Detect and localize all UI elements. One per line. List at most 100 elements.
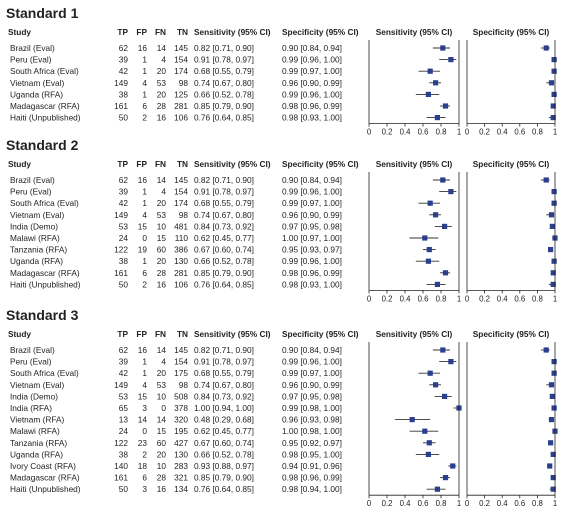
sensitivity-point-marker bbox=[448, 189, 454, 195]
specificity-point-marker bbox=[551, 200, 557, 206]
sensitivity-point-marker bbox=[448, 57, 454, 63]
sensitivity-text: 0.68 [0.55, 0.79] bbox=[194, 66, 254, 76]
study-name: Uganda (RFA) bbox=[10, 256, 63, 266]
tp-value: 149 bbox=[114, 380, 128, 390]
fn-value: 20 bbox=[157, 256, 167, 266]
fp-value: 16 bbox=[138, 345, 148, 355]
specificity-text: 0.98 [0.94, 1.00] bbox=[282, 484, 342, 494]
sensitivity-point-marker bbox=[440, 177, 446, 183]
tp-value: 50 bbox=[119, 484, 129, 494]
specificity-axis-tick-label: 0.4 bbox=[497, 128, 509, 137]
sensitivity-text: 0.74 [0.67, 0.80] bbox=[194, 380, 254, 390]
tn-value: 98 bbox=[179, 78, 189, 88]
specificity-axis-tick-label: 0.4 bbox=[497, 294, 509, 303]
fp-value: 1 bbox=[142, 357, 147, 367]
specificity-point-marker bbox=[551, 405, 557, 411]
tn-value: 145 bbox=[174, 345, 188, 355]
sensitivity-axis-tick-label: 0.2 bbox=[382, 499, 393, 508]
fp-value: 23 bbox=[138, 438, 148, 448]
column-header-specificity: Specificity (95% CI) bbox=[282, 27, 359, 37]
tp-value: 122 bbox=[114, 438, 128, 448]
tp-value: 50 bbox=[119, 279, 129, 289]
specificity-text: 0.98 [0.93, 1.00] bbox=[282, 279, 342, 289]
tn-value: 378 bbox=[174, 403, 188, 413]
specificity-axis-tick-label: 0 bbox=[465, 128, 470, 137]
fn-value: 16 bbox=[157, 113, 167, 123]
column-header-tp: TP bbox=[117, 159, 128, 169]
sensitivity-text: 0.62 [0.45, 0.77] bbox=[194, 233, 254, 243]
specificity-axis-tick-label: 1 bbox=[553, 128, 557, 137]
sensitivity-text: 0.66 [0.52, 0.78] bbox=[194, 449, 254, 459]
tn-value: 130 bbox=[174, 256, 188, 266]
sensitivity-point-marker bbox=[433, 212, 439, 218]
tn-value: 281 bbox=[174, 101, 188, 111]
specificity-point-marker bbox=[550, 270, 556, 276]
sensitivity-axis-tick-label: 0.2 bbox=[382, 128, 393, 137]
sensitivity-text: 1.00 [0.94, 1.00] bbox=[194, 403, 254, 413]
sensitivity-point-marker bbox=[427, 68, 433, 74]
specificity-text: 1.00 [0.98, 1.00] bbox=[282, 426, 342, 436]
fn-value: 16 bbox=[157, 279, 167, 289]
study-name: Peru (Eval) bbox=[10, 357, 52, 367]
column-header-fp: FP bbox=[136, 159, 147, 169]
sensitivity-axis-tick-label: 0 bbox=[367, 128, 372, 137]
sensitivity-text: 0.74 [0.67, 0.80] bbox=[194, 78, 254, 88]
sensitivity-text: 0.66 [0.52, 0.78] bbox=[194, 256, 254, 266]
fp-value: 6 bbox=[142, 473, 147, 483]
sensitivity-text: 0.67 [0.60, 0.74] bbox=[194, 438, 254, 448]
fn-value: 4 bbox=[161, 187, 166, 197]
plot-header-sensitivity: Sensitivity (95% CI) bbox=[376, 329, 453, 339]
study-name: India (Demo) bbox=[10, 221, 58, 231]
sensitivity-text: 0.48 [0.29, 0.68] bbox=[194, 415, 254, 425]
study-name: Uganda (RFA) bbox=[10, 449, 63, 459]
fp-value: 1 bbox=[142, 256, 147, 266]
sensitivity-point-marker bbox=[427, 200, 433, 206]
fp-value: 2 bbox=[142, 449, 147, 459]
sensitivity-point-marker bbox=[442, 270, 449, 276]
fn-value: 14 bbox=[157, 43, 167, 53]
sensitivity-axis-tick-label: 1 bbox=[457, 294, 461, 303]
tn-value: 145 bbox=[174, 175, 188, 185]
tn-value: 130 bbox=[174, 449, 188, 459]
column-header-tp: TP bbox=[117, 27, 128, 37]
study-name: Malawi (RFA) bbox=[10, 426, 60, 436]
sensitivity-point-marker bbox=[426, 247, 432, 253]
sensitivity-axis-tick-label: 0.6 bbox=[418, 499, 429, 508]
tn-value: 427 bbox=[174, 438, 188, 448]
specificity-point-marker bbox=[543, 347, 549, 353]
specificity-text: 0.98 [0.96, 0.99] bbox=[282, 101, 342, 111]
sensitivity-text: 0.76 [0.64, 0.85] bbox=[194, 113, 254, 123]
specificity-point-marker bbox=[550, 103, 556, 109]
fp-value: 16 bbox=[138, 43, 148, 53]
fn-value: 4 bbox=[161, 357, 166, 367]
tp-value: 122 bbox=[114, 245, 128, 255]
fp-value: 1 bbox=[142, 55, 147, 65]
sensitivity-axis-tick-label: 0.4 bbox=[400, 294, 412, 303]
study-name: Uganda (RFA) bbox=[10, 89, 63, 99]
fp-value: 1 bbox=[142, 89, 147, 99]
column-header-specificity: Specificity (95% CI) bbox=[282, 329, 359, 339]
study-name: Vietnam (RFA) bbox=[10, 415, 64, 425]
sensitivity-point-marker bbox=[433, 80, 439, 86]
specificity-axis-tick-label: 0.6 bbox=[514, 128, 525, 137]
study-name: Vietnam (Eval) bbox=[10, 78, 64, 88]
fn-value: 10 bbox=[157, 391, 167, 401]
tn-value: 154 bbox=[174, 187, 188, 197]
tp-value: 161 bbox=[114, 473, 128, 483]
specificity-axis-tick-label: 0 bbox=[465, 499, 470, 508]
sensitivity-axis-tick-label: 0.6 bbox=[418, 128, 429, 137]
specificity-point-marker bbox=[550, 486, 556, 492]
fp-value: 1 bbox=[142, 66, 147, 76]
study-name: Brazil (Eval) bbox=[10, 345, 55, 355]
tp-value: 62 bbox=[119, 43, 129, 53]
tp-value: 42 bbox=[119, 66, 129, 76]
column-header-study: Study bbox=[8, 27, 31, 37]
fn-value: 53 bbox=[157, 210, 167, 220]
tn-value: 481 bbox=[174, 221, 188, 231]
specificity-point-marker bbox=[548, 440, 554, 446]
study-name: Brazil (Eval) bbox=[10, 43, 55, 53]
sensitivity-point-marker bbox=[434, 486, 440, 492]
study-name: Peru (Eval) bbox=[10, 187, 52, 197]
fn-value: 15 bbox=[157, 426, 167, 436]
